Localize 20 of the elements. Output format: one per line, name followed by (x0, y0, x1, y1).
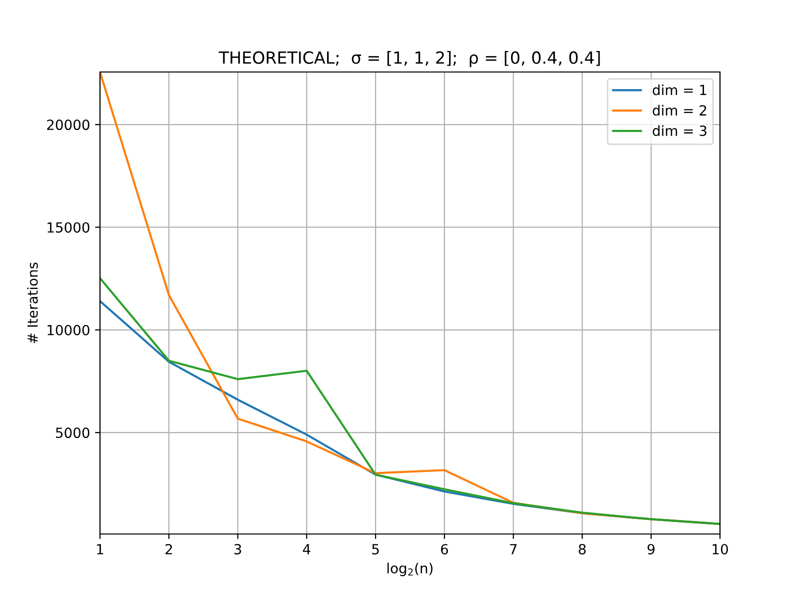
x-tick-label: 4 (302, 544, 310, 554)
legend-label: dim = 1 (652, 84, 706, 96)
x-tick-label: 2 (165, 544, 172, 554)
x-tick-label: 6 (440, 544, 448, 554)
x-tick-label: 9 (648, 544, 655, 554)
y-tick-label: 10000 (48, 324, 90, 336)
y-tick-label: 15000 (48, 222, 90, 233)
legend-label: dim = 3 (652, 125, 706, 136)
x-tick-label: 7 (510, 544, 517, 554)
x-tick-label: 8 (578, 544, 586, 554)
x-tick-label: 3 (234, 544, 242, 554)
x-axis-title: log$_{2}$(n) (387, 562, 432, 576)
y-axis-title: # Iterations (27, 262, 38, 344)
y-tick-label: 5000 (56, 428, 90, 438)
chart-title: THEORETICAL; σ = [1, 1, 2]; ρ = [0, 0.4, 0.4] (218, 51, 600, 68)
x-tick-label: 1 (97, 544, 104, 554)
x-tick-label: 10 (712, 544, 728, 554)
x-tick-label: 5 (372, 544, 379, 554)
legend-label: dim = 2 (652, 104, 706, 116)
y-tick-label: 20000 (47, 120, 90, 130)
